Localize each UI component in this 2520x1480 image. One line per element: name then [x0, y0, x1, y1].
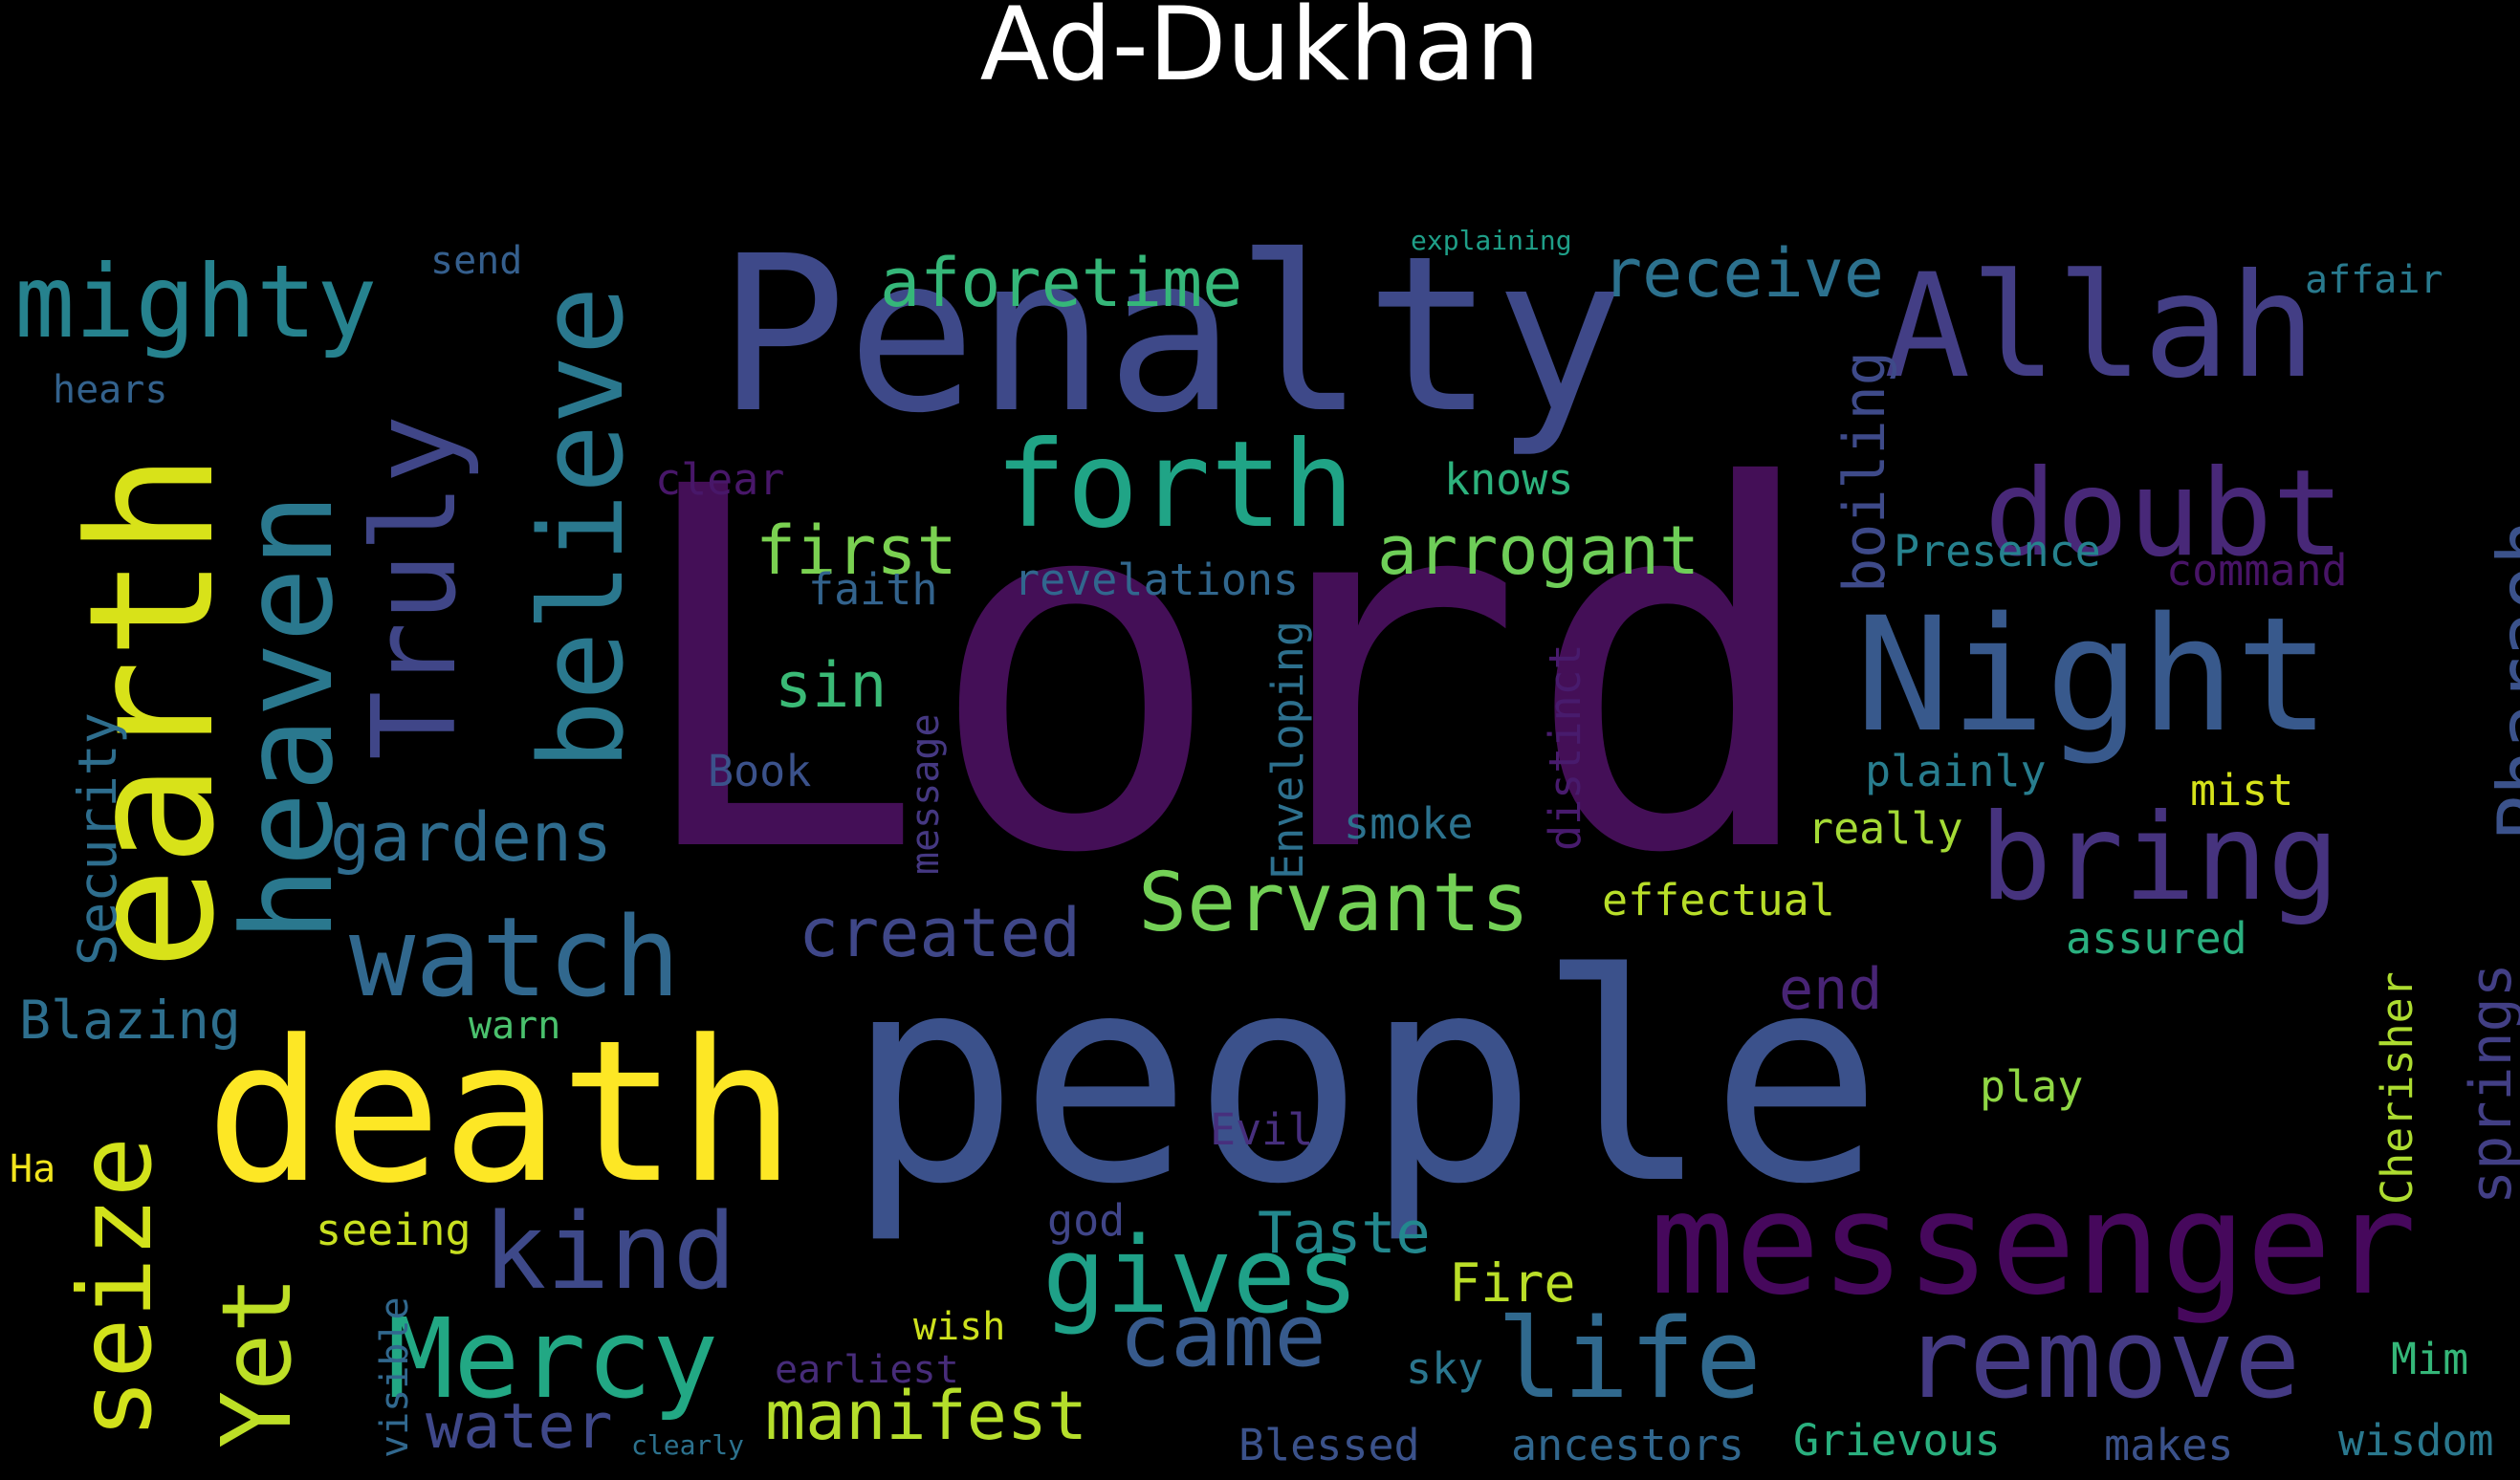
- word-clear: clear: [655, 454, 784, 505]
- word-doubt: doubt: [1984, 445, 2344, 583]
- word-command: command: [2166, 545, 2348, 596]
- word-watch: watch: [349, 894, 680, 1022]
- word-blazing: Blazing: [19, 990, 241, 1051]
- word-seize: seize: [57, 1137, 174, 1439]
- word-warn: warn: [469, 1004, 560, 1048]
- word-aforetime: aforetime: [880, 244, 1242, 322]
- word-earliest: earliest: [775, 1348, 959, 1392]
- word-seeing: seeing: [316, 1205, 471, 1255]
- word-distinct: distinct: [1540, 643, 1590, 851]
- word-really: really: [1808, 803, 1963, 854]
- word-water: water: [426, 1391, 613, 1463]
- word-sky: sky: [1406, 1343, 1483, 1394]
- word-visible: visible: [373, 1296, 417, 1458]
- word-ha: Ha: [10, 1147, 55, 1191]
- word-came: came: [1119, 1286, 1326, 1386]
- word-mercy: Mercy: [387, 1295, 718, 1424]
- word-manifest: manifest: [765, 1377, 1087, 1455]
- word-book: Book: [708, 746, 811, 796]
- word-death: death: [206, 999, 796, 1227]
- word-allah: Allah: [1884, 244, 2316, 410]
- word-god: god: [1047, 1195, 1125, 1246]
- word-believe: believe: [516, 286, 649, 770]
- word-evil: Evil: [1210, 1104, 1313, 1155]
- word-explaining: explaining: [1411, 225, 1572, 256]
- word-yet: Yet: [201, 1275, 313, 1448]
- word-mim: Mim: [2391, 1334, 2468, 1384]
- word-kind: kind: [483, 1190, 736, 1313]
- word-wisdom: wisdom: [2338, 1415, 2494, 1466]
- word-mist: mist: [2190, 765, 2293, 816]
- word-cherisher: Cherisher: [2372, 971, 2422, 1205]
- word-blessed: Blessed: [1238, 1420, 1420, 1470]
- word-lord: Lord: [626, 382, 1824, 962]
- word-forth: forth: [995, 416, 1354, 555]
- word-penalty: Penalty: [717, 210, 1624, 461]
- word-knows: knows: [1444, 454, 1573, 505]
- word-send: send: [430, 239, 522, 283]
- word-affair: affair: [2305, 258, 2443, 302]
- word-clearly: clearly: [631, 1429, 744, 1461]
- word-remove: remove: [1903, 1295, 2300, 1424]
- word-life: life: [1497, 1295, 1762, 1424]
- word-truly: Truly: [349, 415, 482, 760]
- word-faith: faith: [808, 564, 937, 615]
- word-ancestors: ancestors: [1511, 1420, 1744, 1470]
- word-makes: makes: [2104, 1420, 2233, 1470]
- word-people: people: [846, 913, 1883, 1247]
- word-enveloping: Enveloping: [1262, 620, 1313, 880]
- word-end: end: [1779, 956, 1882, 1023]
- figure-title: Ad-Dukhan: [979, 0, 1541, 103]
- word-hears: hears: [53, 368, 167, 412]
- word-effectual: effectual: [1602, 875, 1835, 925]
- word-first: first: [756, 511, 957, 590]
- word-springs: springs: [2458, 963, 2520, 1205]
- word-grievous: Grievous: [1793, 1415, 2001, 1466]
- word-plainly: plainly: [1865, 746, 2047, 796]
- word-fire: Fire: [1449, 1252, 1575, 1314]
- word-bring: bring: [1980, 789, 2339, 927]
- word-heaven: heaven: [215, 492, 361, 942]
- word-wish: wish: [913, 1305, 1005, 1349]
- word-pharaoh: Pharaoh: [2482, 519, 2520, 841]
- word-security: Security: [67, 712, 128, 966]
- word-night: Night: [1855, 583, 2331, 767]
- word-arrogant: arrogant: [1377, 511, 1699, 590]
- word-boiling: boiling: [1831, 351, 1898, 593]
- word-mighty: mighty: [14, 244, 377, 360]
- word-taste: Taste: [1258, 1200, 1431, 1267]
- word-play: play: [1980, 1061, 2083, 1112]
- word-revelations: revelations: [1014, 555, 1299, 605]
- word-assured: assured: [2066, 913, 2247, 964]
- word-gives: gives: [1042, 1214, 1359, 1337]
- word-sin: sin: [775, 650, 887, 722]
- word-created: created: [799, 894, 1081, 972]
- word-message: message: [904, 713, 948, 875]
- word-presence: Presence: [1894, 526, 2101, 577]
- word-gardens: gardens: [330, 798, 612, 877]
- word-messenger: messenger: [1650, 1162, 2417, 1326]
- word-smoke: smoke: [1344, 798, 1473, 849]
- word-receive: receive: [1602, 234, 1884, 313]
- word-earth: earth: [53, 452, 252, 970]
- word-servants: Servants: [1138, 856, 1529, 950]
